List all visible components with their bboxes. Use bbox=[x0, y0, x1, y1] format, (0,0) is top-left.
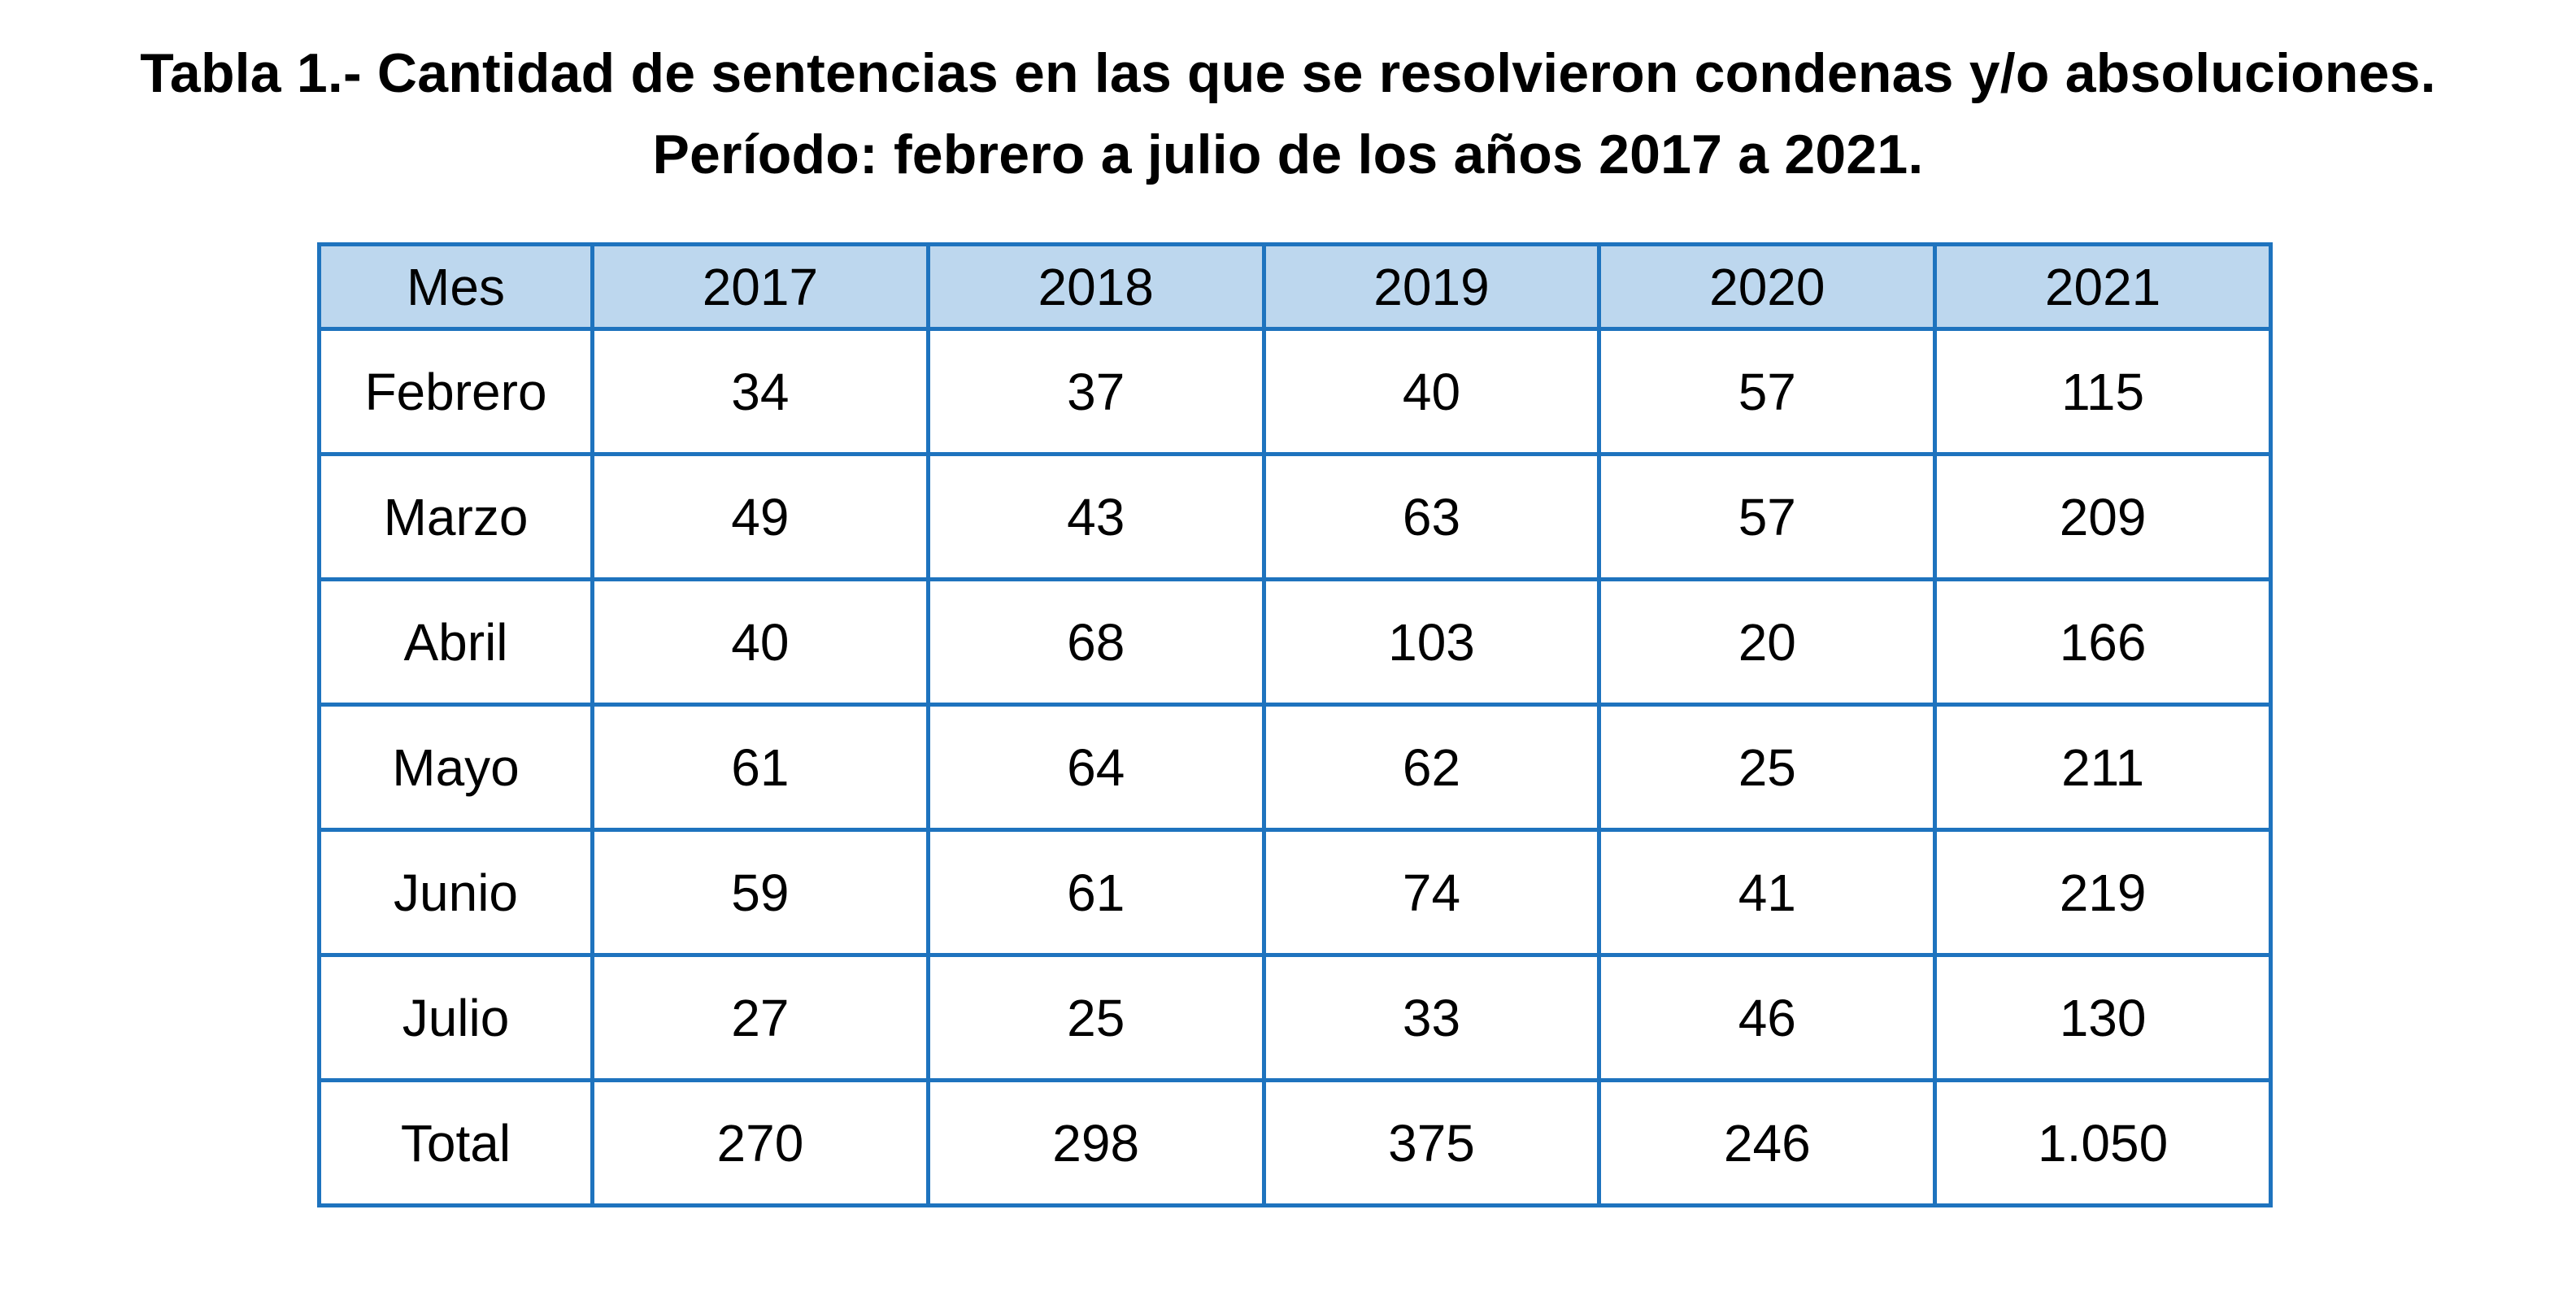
value-cell: 64 bbox=[925, 703, 1266, 832]
value-cell: 25 bbox=[1597, 703, 1938, 832]
value-cell: 57 bbox=[1597, 327, 1938, 456]
month-cell: Junio bbox=[317, 828, 594, 957]
value-cell: 211 bbox=[1933, 703, 2273, 832]
value-cell: 40 bbox=[590, 577, 930, 707]
month-cell: Marzo bbox=[317, 452, 594, 581]
value-cell: 209 bbox=[1933, 452, 2273, 581]
total-cell: 298 bbox=[925, 1078, 1266, 1207]
month-cell: Total bbox=[317, 1078, 594, 1207]
table-row-julio: Julio 27 25 33 46 130 bbox=[317, 953, 2273, 1082]
table-row-junio: Junio 59 61 74 41 219 bbox=[317, 828, 2273, 957]
header-cell-2017: 2017 bbox=[590, 242, 930, 331]
sentencias-table: Mes 2017 2018 2019 2020 2021 Febrero 34 … bbox=[317, 242, 2273, 1207]
month-cell: Abril bbox=[317, 577, 594, 707]
month-cell: Mayo bbox=[317, 703, 594, 832]
value-cell: 34 bbox=[590, 327, 930, 456]
value-cell: 74 bbox=[1261, 828, 1602, 957]
table-title: Tabla 1.- Cantidad de sentencias en las … bbox=[0, 33, 2576, 195]
month-cell: Julio bbox=[317, 953, 594, 1082]
header-cell-2021: 2021 bbox=[1933, 242, 2273, 331]
table-title-line-2: Período: febrero a julio de los años 201… bbox=[652, 124, 1924, 185]
value-cell: 57 bbox=[1597, 452, 1938, 581]
value-cell: 61 bbox=[925, 828, 1266, 957]
table-header-row: Mes 2017 2018 2019 2020 2021 bbox=[317, 242, 2273, 331]
value-cell: 46 bbox=[1597, 953, 1938, 1082]
value-cell: 49 bbox=[590, 452, 930, 581]
value-cell: 40 bbox=[1261, 327, 1602, 456]
header-cell-2019: 2019 bbox=[1261, 242, 1602, 331]
value-cell: 219 bbox=[1933, 828, 2273, 957]
value-cell: 115 bbox=[1933, 327, 2273, 456]
value-cell: 103 bbox=[1261, 577, 1602, 707]
total-cell: 270 bbox=[590, 1078, 930, 1207]
value-cell: 166 bbox=[1933, 577, 2273, 707]
value-cell: 59 bbox=[590, 828, 930, 957]
table-row-febrero: Febrero 34 37 40 57 115 bbox=[317, 327, 2273, 456]
table-title-line-1: Tabla 1.- Cantidad de sentencias en las … bbox=[140, 42, 2436, 104]
value-cell: 43 bbox=[925, 452, 1266, 581]
header-cell-mes: Mes bbox=[317, 242, 594, 331]
header-cell-2018: 2018 bbox=[925, 242, 1266, 331]
header-cell-2020: 2020 bbox=[1597, 242, 1938, 331]
total-cell: 246 bbox=[1597, 1078, 1938, 1207]
table-row-total: Total 270 298 375 246 1.050 bbox=[317, 1078, 2273, 1207]
total-cell: 1.050 bbox=[1933, 1078, 2273, 1207]
table-row-abril: Abril 40 68 103 20 166 bbox=[317, 577, 2273, 707]
value-cell: 63 bbox=[1261, 452, 1602, 581]
value-cell: 27 bbox=[590, 953, 930, 1082]
table-row-marzo: Marzo 49 43 63 57 209 bbox=[317, 452, 2273, 581]
table-row-mayo: Mayo 61 64 62 25 211 bbox=[317, 703, 2273, 832]
value-cell: 33 bbox=[1261, 953, 1602, 1082]
value-cell: 68 bbox=[925, 577, 1266, 707]
value-cell: 37 bbox=[925, 327, 1266, 456]
value-cell: 25 bbox=[925, 953, 1266, 1082]
value-cell: 62 bbox=[1261, 703, 1602, 832]
value-cell: 20 bbox=[1597, 577, 1938, 707]
value-cell: 61 bbox=[590, 703, 930, 832]
value-cell: 130 bbox=[1933, 953, 2273, 1082]
total-cell: 375 bbox=[1261, 1078, 1602, 1207]
month-cell: Febrero bbox=[317, 327, 594, 456]
value-cell: 41 bbox=[1597, 828, 1938, 957]
